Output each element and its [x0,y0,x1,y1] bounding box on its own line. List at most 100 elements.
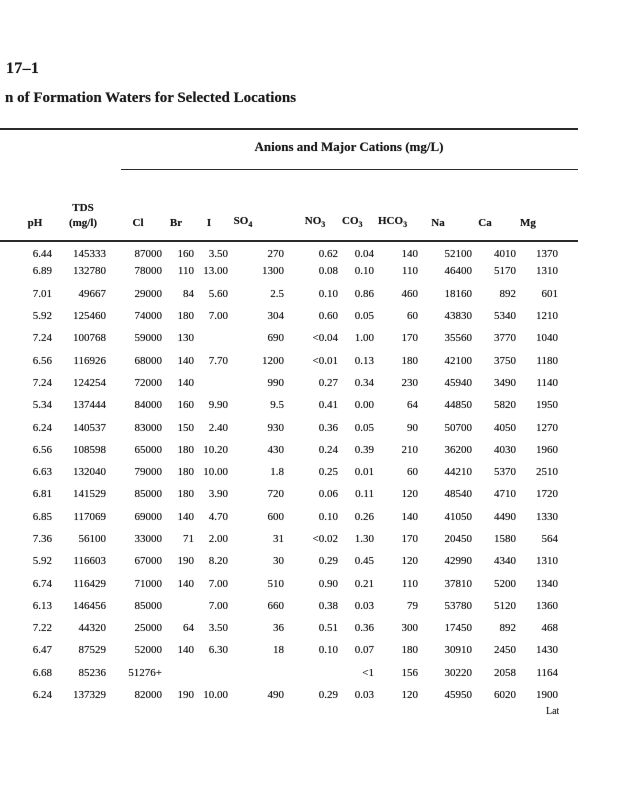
table-cell: 69000 [134,510,163,523]
table-cell: 71 [183,533,194,545]
table-cell: 18160 [444,287,473,300]
table-cell: 0.51 [318,622,338,635]
table-cell: 1360 [536,599,558,612]
table-cell: 0.10 [354,265,374,278]
table-cell: 31 [273,533,284,545]
table-body: 6.44 145333 87000 160 3.50 270 0.62 0.04 140 5210… [0,238,562,706]
table-title: n of Formation Waters for Selected Locat… [5,90,297,106]
table-cell: 0.36 [354,622,374,635]
table-cell: 84000 [134,399,163,412]
table-cell: 3.90 [208,488,228,501]
table-row: 7.24 124254 72000 140 990 0.27 0.34 230 45940 349… [0,372,562,394]
bottom-cutoff-text: Lat [546,706,560,715]
table-row: 6.81 141529 85000 180 3.90 720 0.06 0.11 120 4854… [0,483,562,505]
table-cell: 0.39 [354,443,374,456]
header-rule [0,240,578,242]
table-cell: 90 [407,421,418,434]
table-cell: 3490 [494,376,516,389]
table-cell: 116429 [73,577,106,590]
table-row: 6.74 116429 71000 140 7.00 510 0.90 0.21 110 3781… [0,572,562,594]
table-cell: <0.04 [312,332,338,345]
table-cell: 1330 [536,510,558,523]
column-header-ph: pH [27,217,43,230]
table-cell: <0.01 [312,354,338,367]
table-cell: 110 [177,265,194,278]
table-cell: 4050 [494,421,516,434]
table-cell: 0.10 [318,287,338,300]
table-cell [232,662,288,684]
table-cell: <0.02 [312,533,338,545]
table-cell: 132040 [73,466,106,479]
table-cell: 1270 [536,421,558,434]
table-cell: 3.50 [208,622,228,635]
table-cell: 124254 [73,376,106,389]
table-cell: 25000 [134,622,163,635]
table-cell: 120 [401,689,419,702]
table-cell: 7.00 [208,310,228,323]
table-cell: 490 [267,689,285,702]
table-cell: 5370 [494,466,516,479]
table-cell: 7.36 [32,533,52,545]
table-row: 7.01 49667 29000 84 5.60 2.5 0.10 0.86 460 18160 8… [0,283,562,305]
table-cell: 120 [401,488,419,501]
table-cell: 180 [401,354,419,367]
table-cell: 990 [267,376,285,389]
table-cell: 49667 [78,287,107,300]
table-cell: 1.8 [270,466,284,479]
table-cell: 65000 [134,443,163,456]
table-cell: 6.56 [32,443,52,456]
table-cell: 0.24 [318,443,338,456]
table-number-label: 17–1 [6,60,40,77]
table-cell: 6.44 [32,248,52,261]
spanner-rule [121,169,578,170]
table-cell: 108598 [73,443,106,456]
column-header-br: Br [169,217,183,230]
table-cell: 1180 [536,354,558,367]
column-header-tds: TDS (mg/l) [68,202,98,230]
table-cell: 7.01 [32,287,52,300]
table-row: 6.44 145333 87000 160 3.50 270 0.62 0.04 140 5210… [0,238,562,260]
table-cell: 78000 [134,265,163,278]
table-cell: 130 [177,332,195,345]
table-row: 6.68 85236 51276+ <1 156 30220 2058 1164 [0,662,562,684]
table-cell: 120 [401,555,419,568]
table-cell: 1.30 [354,533,374,545]
table-cell: 5820 [494,399,516,412]
table-cell: 7.70 [208,354,228,367]
table-cell: 41050 [444,510,473,523]
table-cell: 7.24 [32,332,52,345]
table-cell: 6.85 [32,510,52,523]
table-row: 6.13 146456 85000 7.00 660 0.38 0.03 79 53780 512… [0,595,562,617]
table-cell: 45950 [444,689,473,702]
table-cell: 510 [267,577,285,590]
table-cell: 0.10 [318,644,338,657]
table-cell: 36200 [444,443,473,456]
table-cell: 85236 [78,666,107,679]
table-cell: 0.13 [354,354,374,367]
table-cell: 180 [177,443,195,456]
table-cell: 10.20 [203,443,228,456]
table-cell: 140 [177,376,195,389]
table-cell: 930 [267,421,285,434]
column-header-cl: Cl [132,217,144,230]
table-cell: 180 [177,466,195,479]
table-row: 7.22 44320 25000 64 3.50 36 0.51 0.36 300 17450 89… [0,617,562,639]
table-cell: 0.03 [354,689,374,702]
table-cell: 30220 [444,666,473,679]
table-cell: 85000 [134,488,163,501]
column-header-hco3: HCO3 [378,215,408,230]
table-cell: 116603 [73,555,106,568]
table-cell: 44320 [78,622,107,635]
table-cell: 100768 [73,332,106,345]
table-cell: 1040 [536,332,558,345]
table-cell: 20450 [444,533,473,545]
table-row: 6.89 132780 78000 110 13.00 1300 0.08 0.10 110 46… [0,260,562,282]
table-cell: 67000 [134,555,163,568]
table-cell: 125460 [73,310,106,323]
table-cell: 1164 [536,666,558,679]
formation-waters-table: pH TDS (mg/l) Cl Br I SO4 NO3 CO3 HCO3 Na Ca Mg 6.44… [0,183,562,706]
table-cell: 83000 [134,421,163,434]
table-cell: 6.63 [32,466,52,479]
table-cell: 3770 [494,332,516,345]
table-cell: 690 [267,332,285,345]
